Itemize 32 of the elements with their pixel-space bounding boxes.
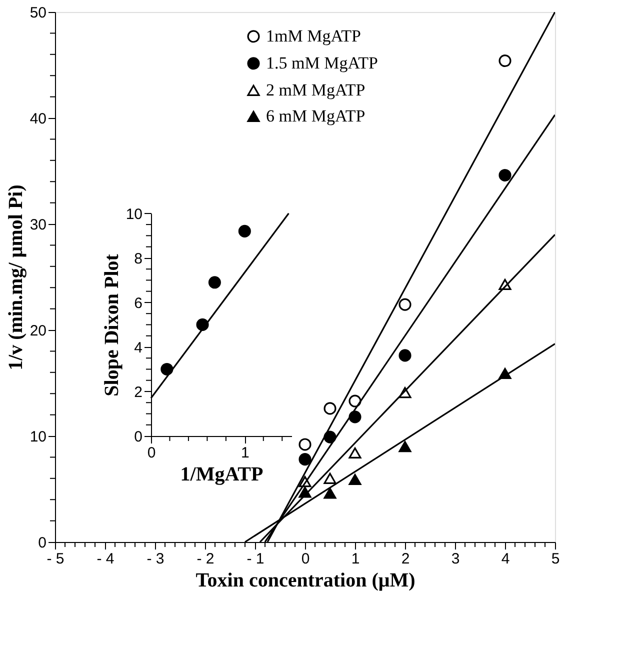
y-tick-label: 0	[134, 428, 142, 446]
y-tick-label: 0	[38, 534, 46, 552]
x-tick-label: 1	[240, 444, 250, 462]
x-tick-label: - 5	[46, 550, 64, 568]
y-axis-title: 1/v (min.mg/ μmol Pi)	[4, 184, 27, 370]
legend-label: 1mM MgATP	[266, 26, 361, 46]
y-tick-label: 10	[30, 428, 46, 446]
x-tick-label: 4	[501, 550, 510, 568]
y-tick-label: 50	[30, 4, 46, 22]
x-tick-label: 1	[351, 550, 360, 568]
y-tick-label: 20	[30, 322, 46, 340]
x-axis-title: Toxin concentration (μM)	[196, 570, 416, 592]
y-tick-label: 8	[134, 250, 142, 268]
legend-label: 2 mM MgATP	[266, 80, 366, 100]
y-tick-label: 2	[134, 384, 142, 401]
legend-label: 1.5 mM MgATP	[266, 53, 378, 72]
x-axis-title: 1/MgATP	[180, 464, 264, 486]
x-tick-label: - 3	[146, 550, 164, 568]
y-tick-label: 6	[134, 294, 142, 312]
y-tick-label: 4	[134, 339, 142, 356]
y-axis-title: Slope Dixon Plot	[100, 254, 123, 396]
x-tick-label: 2	[401, 550, 410, 568]
x-tick-label: 3	[451, 550, 460, 568]
x-tick-label: 5	[551, 550, 560, 568]
y-tick-label: 10	[126, 206, 142, 223]
x-tick-label: - 4	[96, 550, 114, 568]
x-tick-label: 0	[301, 550, 310, 568]
y-tick-label: 40	[30, 110, 46, 128]
x-tick-label: - 1	[246, 550, 264, 568]
x-tick-label: - 2	[196, 550, 214, 568]
y-tick-label: 30	[30, 216, 46, 234]
legend-label: 6 mM MgATP	[266, 106, 366, 126]
